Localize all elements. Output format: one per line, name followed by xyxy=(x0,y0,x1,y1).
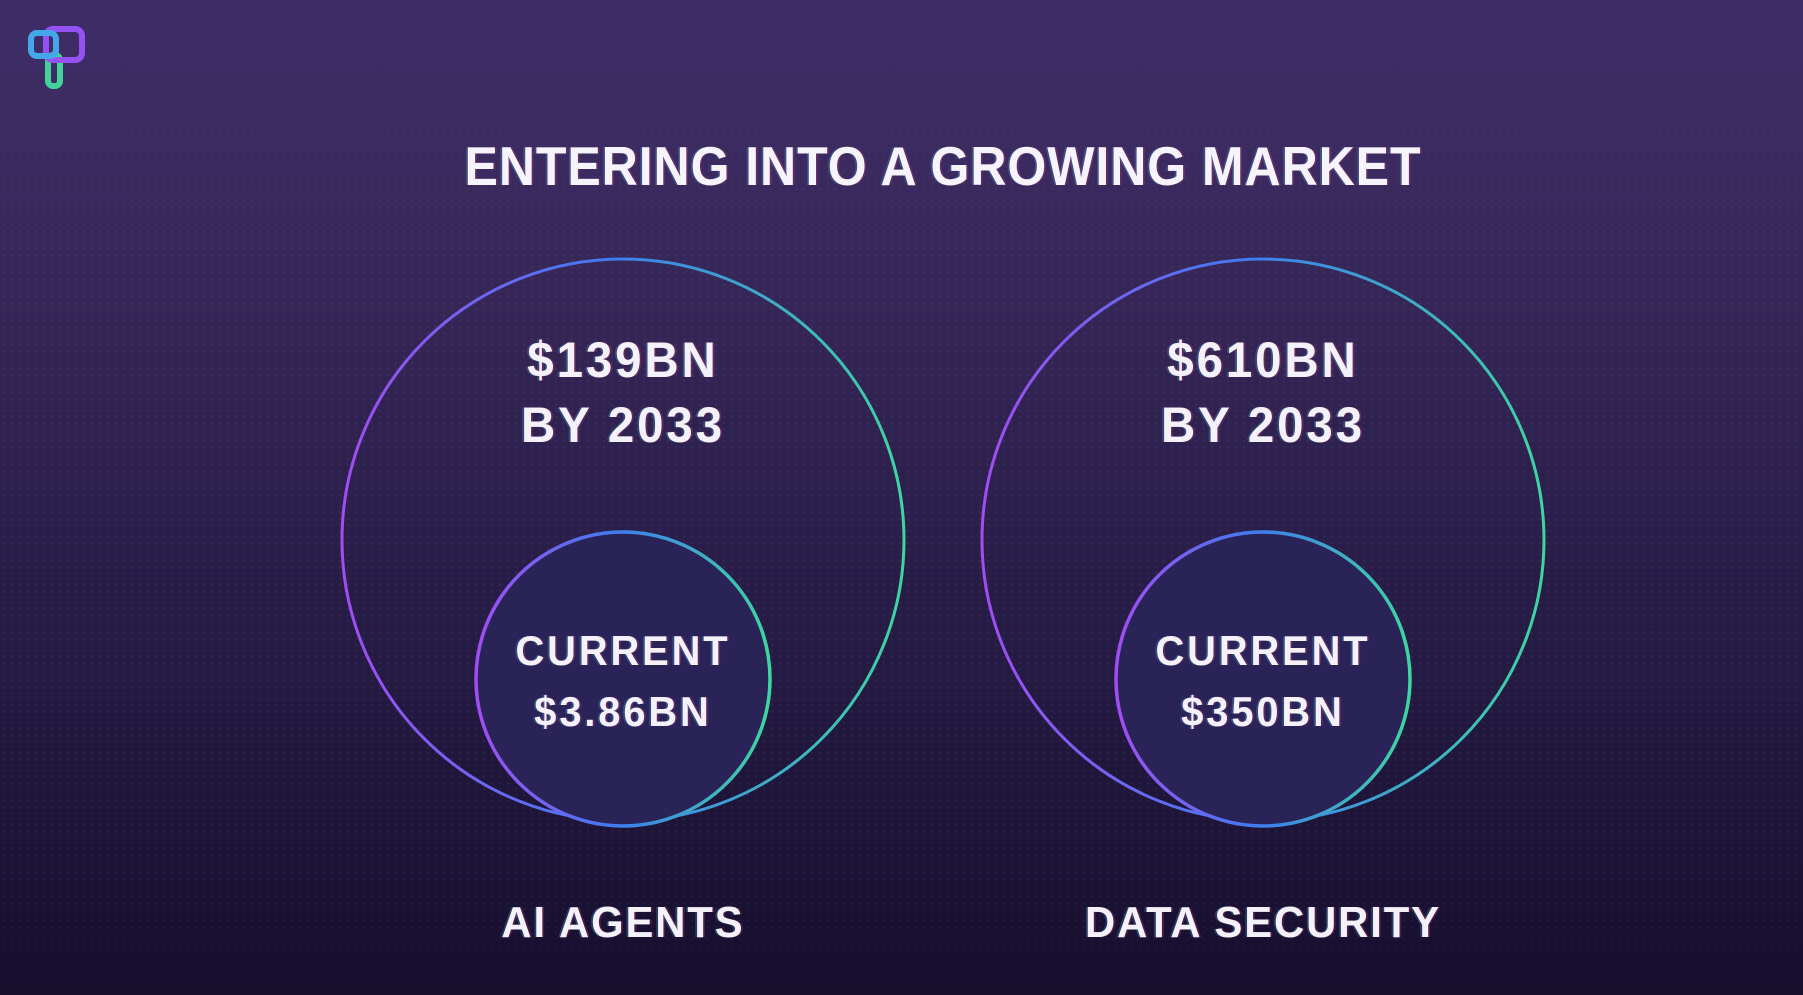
brand-logo xyxy=(26,24,96,94)
logo-blue-shape-icon xyxy=(28,30,59,59)
current-label: CURRENT xyxy=(515,627,731,674)
current-value: $3.86BN xyxy=(534,688,712,735)
inner-current-circle xyxy=(474,530,772,828)
category-label: DATA SECURITY xyxy=(1084,898,1441,947)
current-value: $350BN xyxy=(1181,688,1345,735)
venn-group-ai-agents: $139BN BY 2033 CURRENT $3.86BN AI AGENTS xyxy=(333,255,913,995)
venn-circles-data-security xyxy=(980,257,1546,828)
projected-value: $610BN xyxy=(1167,332,1359,388)
logo-purple-shape-icon xyxy=(43,26,85,63)
inner-current-circle xyxy=(1114,530,1412,828)
projected-value: $139BN xyxy=(527,332,719,388)
projected-year: BY 2033 xyxy=(521,397,725,453)
projected-year: BY 2033 xyxy=(1161,397,1365,453)
venn-group-data-security: $610BN BY 2033 CURRENT $350BN DATA SECUR… xyxy=(973,255,1553,995)
page-title: ENTERING INTO A GROWING MARKET xyxy=(464,135,1422,197)
current-label: CURRENT xyxy=(1155,627,1371,674)
category-label: AI AGENTS xyxy=(501,898,745,947)
venn-circles-ai-agents xyxy=(340,257,906,828)
